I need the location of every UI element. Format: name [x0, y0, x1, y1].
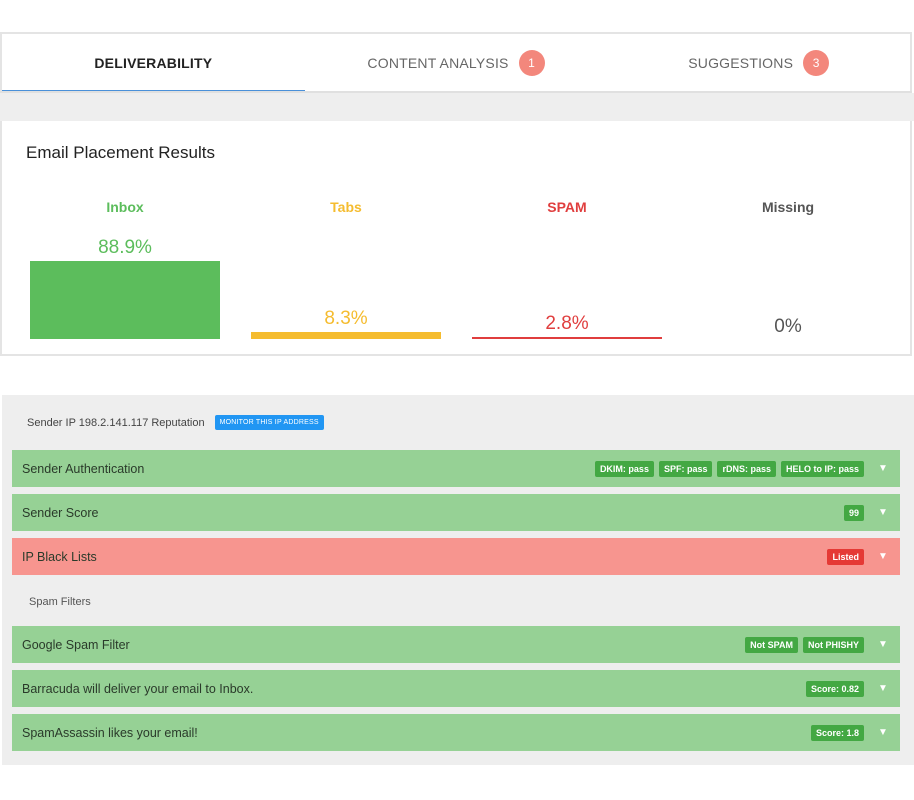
row-ip-black-lists[interactable]: IP Black Lists Listed ▼ — [12, 538, 900, 575]
reputation-panel: Sender IP 198.2.141.117 Reputation MONIT… — [2, 395, 914, 765]
badge-group: Listed — [827, 548, 864, 565]
tab-content-analysis[interactable]: CONTENT ANALYSIS 1 — [305, 34, 608, 92]
column-percent: 0% — [774, 316, 802, 337]
column-percent: 2.8% — [545, 313, 589, 334]
spam-filters-label: Spam Filters — [29, 596, 91, 608]
status-badge: Score: 0.82 — [805, 680, 864, 697]
column-bar — [30, 261, 220, 339]
row-spamassassin[interactable]: SpamAssassin likes your email! Score: 1.… — [12, 714, 900, 751]
status-badge: 99 — [843, 504, 864, 521]
row-label: Google Spam Filter — [22, 637, 130, 652]
status-badge: Not SPAM — [745, 636, 798, 653]
placement-column-spam: SPAM 2.8% — [472, 199, 662, 339]
row-google-spam-filter[interactable]: Google Spam Filter Not SPAM Not PHISHY ▼ — [12, 626, 900, 663]
status-badge: rDNS: pass — [717, 460, 776, 477]
badge-group: DKIM: pass SPF: pass rDNS: pass HELO to … — [594, 460, 864, 477]
chevron-down-icon[interactable]: ▼ — [878, 639, 888, 650]
column-bar — [251, 332, 441, 339]
column-label: Missing — [761, 199, 815, 215]
count-badge: 1 — [518, 50, 545, 76]
count-badge: 3 — [803, 50, 830, 76]
status-badge: Not PHISHY — [802, 636, 864, 653]
tab-label: SUGGESTIONS — [688, 55, 794, 71]
chevron-down-icon[interactable]: ▼ — [878, 727, 888, 738]
chevron-down-icon[interactable]: ▼ — [878, 463, 888, 474]
reputation-header: Sender IP 198.2.141.117 Reputation MONIT… — [27, 415, 324, 430]
row-label: Barracuda will deliver your email to Inb… — [22, 681, 254, 696]
status-badge: Listed — [827, 548, 864, 565]
column-bar — [472, 337, 662, 339]
tab-suggestions[interactable]: SUGGESTIONS 3 — [607, 34, 910, 92]
column-label: SPAM — [547, 199, 587, 215]
placement-title: Email Placement Results — [26, 143, 215, 162]
badge-group: Not SPAM Not PHISHY — [745, 636, 864, 653]
tab-deliverability[interactable]: DELIVERABILITY — [2, 34, 305, 93]
row-sender-authentication[interactable]: Sender Authentication DKIM: pass SPF: pa… — [12, 450, 900, 487]
row-barracuda[interactable]: Barracuda will deliver your email to Inb… — [12, 670, 900, 707]
reputation-title: Sender IP 198.2.141.117 Reputation — [27, 416, 205, 429]
tab-label: DELIVERABILITY — [94, 55, 213, 71]
row-sender-score[interactable]: Sender Score 99 ▼ — [12, 494, 900, 531]
chevron-down-icon[interactable]: ▼ — [878, 507, 888, 518]
column-percent: 88.9% — [98, 237, 152, 258]
placement-card: Email Placement Results Inbox 88.9% Tabs… — [0, 121, 912, 356]
tab-bar: DELIVERABILITY CONTENT ANALYSIS 1 SUGGES… — [0, 32, 912, 93]
status-badge: DKIM: pass — [594, 460, 654, 477]
badge-group: 99 — [843, 504, 864, 521]
tab-label: CONTENT ANALYSIS — [367, 55, 509, 71]
chevron-down-icon[interactable]: ▼ — [878, 551, 888, 562]
status-badge: Score: 1.8 — [810, 724, 864, 741]
column-label: Tabs — [330, 199, 362, 215]
placement-column-tabs: Tabs 8.3% — [251, 199, 441, 339]
row-label: SpamAssassin likes your email! — [22, 725, 198, 740]
tab-divider — [0, 91, 912, 93]
badge-group: Score: 1.8 — [810, 724, 864, 741]
column-percent: 8.3% — [324, 308, 368, 329]
column-label: Inbox — [106, 199, 144, 215]
placement-column-missing: Missing 0% — [693, 199, 883, 339]
chevron-down-icon[interactable]: ▼ — [878, 683, 888, 694]
status-badge: SPF: pass — [658, 460, 713, 477]
monitor-ip-button[interactable]: MONITOR THIS IP ADDRESS — [214, 415, 324, 430]
row-label: IP Black Lists — [22, 549, 97, 564]
row-label: Sender Authentication — [22, 461, 145, 476]
placement-column-inbox: Inbox 88.9% — [30, 199, 220, 339]
status-badge: HELO to IP: pass — [780, 460, 864, 477]
badge-group: Score: 0.82 — [805, 680, 864, 697]
section-spacer — [0, 93, 914, 121]
row-label: Sender Score — [22, 505, 99, 520]
